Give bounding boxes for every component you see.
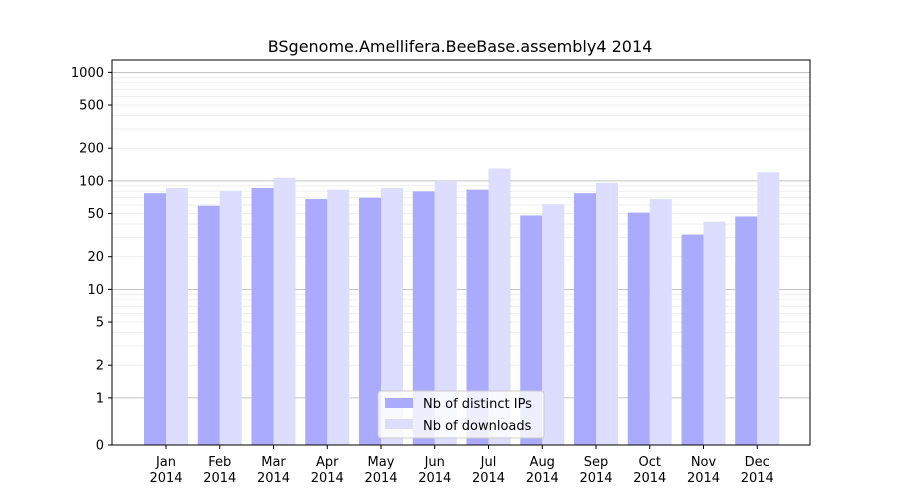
bar-downloads [381, 187, 403, 445]
y-tick-label: 200 [79, 142, 104, 157]
legend-box [377, 390, 545, 439]
bar-downloads [219, 190, 242, 445]
bar-downloads [273, 177, 296, 445]
bar-distinct-ips [520, 215, 543, 445]
x-tick-label-month: Dec [745, 455, 770, 470]
y-axis: 0 1 2 5 10 20 50 100 200 500 1000 [71, 66, 112, 454]
x-tick-label-year: 2014 [203, 471, 236, 486]
x-tick-label-year: 2014 [311, 471, 344, 486]
x-tick-label-month: Aug [530, 455, 555, 470]
bar-downloads [327, 189, 350, 445]
y-tick-label: 0 [96, 439, 104, 454]
bar-downloads [757, 172, 780, 445]
legend-label-downloads: Nb of downloads [423, 419, 532, 434]
x-axis: Jan2014Feb2014Mar2014Apr2014May2014Jun20… [149, 445, 774, 486]
bar-downloads [434, 180, 457, 446]
bar-downloads [166, 187, 188, 445]
y-tick-label: 50 [87, 207, 104, 222]
bar-downloads [703, 221, 726, 445]
x-tick-label-month: May [368, 455, 395, 470]
bar-distinct-ips [144, 193, 166, 445]
legend-swatch-downloads [385, 419, 413, 429]
bar-distinct-ips [735, 216, 758, 445]
bar-downloads [542, 204, 565, 445]
bar-distinct-ips [359, 197, 381, 445]
x-tick-label-month: Apr [316, 455, 339, 470]
bar-distinct-ips [681, 234, 704, 445]
y-tick-label: 1 [96, 391, 104, 406]
chart-title: BSgenome.Amellifera.BeeBase.assembly4 20… [268, 37, 653, 56]
bar-distinct-ips [574, 193, 596, 445]
legend-swatch-ips [385, 398, 413, 408]
x-tick-label-year: 2014 [741, 471, 774, 486]
x-tick-label-month: Jan [155, 455, 176, 470]
x-tick-label-month: Sep [584, 455, 609, 470]
bar-distinct-ips [412, 191, 435, 445]
x-tick-label-month: Feb [208, 455, 231, 470]
bar-distinct-ips [305, 199, 328, 445]
bars [144, 168, 780, 446]
bar-distinct-ips [251, 187, 274, 445]
x-tick-label-year: 2014 [418, 471, 451, 486]
bar-distinct-ips [466, 189, 489, 445]
bar-distinct-ips [197, 205, 220, 445]
bar-downloads [596, 182, 618, 446]
bar-downloads [488, 168, 511, 445]
x-tick-label-year: 2014 [472, 471, 505, 486]
y-tick-label: 1000 [71, 66, 104, 81]
y-tick-label: 10 [87, 283, 104, 298]
x-tick-label-year: 2014 [364, 471, 397, 486]
x-tick-label-month: Mar [261, 455, 286, 470]
x-tick-label-year: 2014 [633, 471, 666, 486]
legend: Nb of distinct IPs Nb of downloads [377, 390, 545, 439]
x-tick-label-month: Jun [424, 455, 445, 470]
x-tick-label-year: 2014 [257, 471, 290, 486]
x-tick-label-month: Oct [639, 455, 661, 470]
y-tick-label: 500 [79, 99, 104, 114]
legend-label-ips: Nb of distinct IPs [423, 397, 532, 412]
x-tick-label-year: 2014 [687, 471, 720, 486]
bar-distinct-ips [627, 212, 650, 445]
x-tick-label-month: Nov [691, 455, 717, 470]
y-tick-label: 20 [87, 250, 104, 265]
y-tick-label: 2 [96, 359, 104, 374]
x-tick-label-month: Jul [480, 455, 497, 470]
x-tick-label-year: 2014 [579, 471, 612, 486]
x-tick-label-year: 2014 [149, 471, 182, 486]
y-tick-label: 100 [79, 174, 104, 189]
bar-downloads [649, 199, 672, 445]
plot-frame [111, 59, 811, 446]
y-tick-label: 5 [96, 316, 104, 331]
x-tick-label-year: 2014 [526, 471, 559, 486]
